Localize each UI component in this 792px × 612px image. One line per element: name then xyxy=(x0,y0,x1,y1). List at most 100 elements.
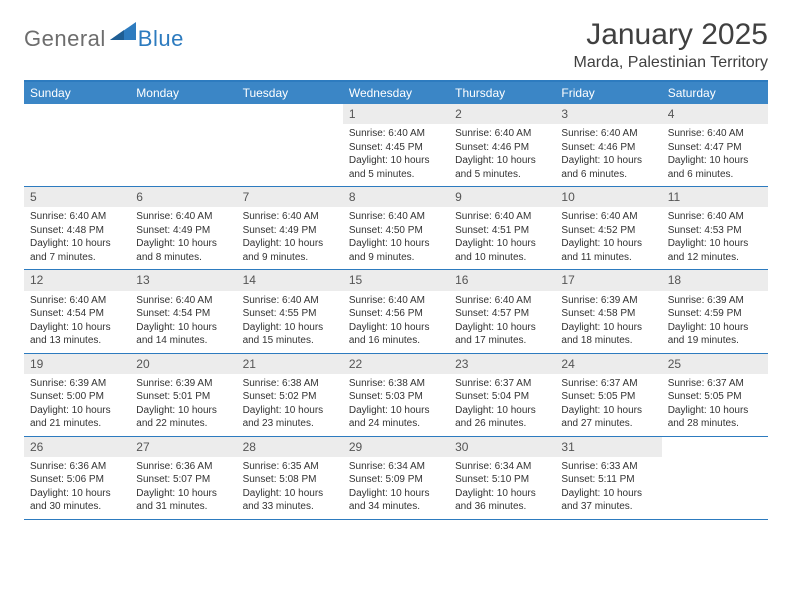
weekday-label: Tuesday xyxy=(237,82,343,104)
day-details: Sunrise: 6:39 AMSunset: 4:59 PMDaylight:… xyxy=(662,291,768,353)
sunset-line: Sunset: 4:53 PM xyxy=(668,224,762,238)
day-details: Sunrise: 6:40 AMSunset: 4:54 PMDaylight:… xyxy=(130,291,236,353)
sunset-line: Sunset: 4:47 PM xyxy=(668,141,762,155)
day-number: 27 xyxy=(130,437,236,457)
day-number: 26 xyxy=(24,437,130,457)
calendar-day: 5Sunrise: 6:40 AMSunset: 4:48 PMDaylight… xyxy=(24,187,130,269)
calendar-day: 20Sunrise: 6:39 AMSunset: 5:01 PMDayligh… xyxy=(130,354,236,436)
sunset-line: Sunset: 4:54 PM xyxy=(30,307,124,321)
sunset-line: Sunset: 4:54 PM xyxy=(136,307,230,321)
sunrise-line: Sunrise: 6:40 AM xyxy=(455,210,549,224)
day-number: 4 xyxy=(662,104,768,124)
sunset-line: Sunset: 4:51 PM xyxy=(455,224,549,238)
daylight-line: Daylight: 10 hours and 28 minutes. xyxy=(668,404,762,431)
sunset-line: Sunset: 4:50 PM xyxy=(349,224,443,238)
day-number: 31 xyxy=(555,437,661,457)
day-number: 15 xyxy=(343,270,449,290)
daylight-line: Daylight: 10 hours and 36 minutes. xyxy=(455,487,549,514)
day-details: Sunrise: 6:40 AMSunset: 4:53 PMDaylight:… xyxy=(662,207,768,269)
sunrise-line: Sunrise: 6:39 AM xyxy=(668,294,762,308)
sunrise-line: Sunrise: 6:40 AM xyxy=(349,127,443,141)
sunset-line: Sunset: 4:46 PM xyxy=(561,141,655,155)
daylight-line: Daylight: 10 hours and 5 minutes. xyxy=(455,154,549,181)
sunrise-line: Sunrise: 6:40 AM xyxy=(30,210,124,224)
calendar-day: 2 Sunrise: 6:40 AMSunset: 4:46 PMDaylight… xyxy=(449,104,555,186)
calendar-week: 19Sunrise: 6:39 AMSunset: 5:00 PMDayligh… xyxy=(24,354,768,437)
day-details: Sunrise: 6:39 AMSunset: 5:00 PMDaylight:… xyxy=(24,374,130,436)
logo-triangle-icon xyxy=(110,22,136,45)
day-details: Sunrise: 6:40 AMSunset: 4:48 PMDaylight:… xyxy=(24,207,130,269)
day-number: 21 xyxy=(237,354,343,374)
sunset-line: Sunset: 4:48 PM xyxy=(30,224,124,238)
sunrise-line: Sunrise: 6:40 AM xyxy=(243,210,337,224)
sunrise-line: Sunrise: 6:40 AM xyxy=(455,127,549,141)
calendar-day: 18Sunrise: 6:39 AMSunset: 4:59 PMDayligh… xyxy=(662,270,768,352)
daylight-line: Daylight: 10 hours and 23 minutes. xyxy=(243,404,337,431)
sunrise-line: Sunrise: 6:40 AM xyxy=(561,210,655,224)
day-details: Sunrise: 6:40 AMSunset: 4:54 PMDaylight:… xyxy=(24,291,130,353)
day-number: 5 xyxy=(24,187,130,207)
sunrise-line: Sunrise: 6:37 AM xyxy=(668,377,762,391)
calendar-day: 31Sunrise: 6:33 AMSunset: 5:11 PMDayligh… xyxy=(555,437,661,519)
calendar-day: 4Sunrise: 6:40 AMSunset: 4:47 PMDaylight… xyxy=(662,104,768,186)
day-details: Sunrise: 6:40 AMSunset: 4:57 PMDaylight:… xyxy=(449,291,555,353)
calendar-day: 15Sunrise: 6:40 AMSunset: 4:56 PMDayligh… xyxy=(343,270,449,352)
sunrise-line: Sunrise: 6:40 AM xyxy=(668,210,762,224)
calendar-day xyxy=(24,104,130,186)
daylight-line: Daylight: 10 hours and 27 minutes. xyxy=(561,404,655,431)
calendar-day: 12Sunrise: 6:40 AMSunset: 4:54 PMDayligh… xyxy=(24,270,130,352)
day-details: Sunrise: 6:37 AMSunset: 5:05 PMDaylight:… xyxy=(555,374,661,436)
calendar-day: 3Sunrise: 6:40 AMSunset: 4:46 PMDaylight… xyxy=(555,104,661,186)
daylight-line: Daylight: 10 hours and 10 minutes. xyxy=(455,237,549,264)
daylight-line: Daylight: 10 hours and 8 minutes. xyxy=(136,237,230,264)
brand-name-2: Blue xyxy=(138,26,184,52)
day-details: Sunrise: 6:37 AMSunset: 5:04 PMDaylight:… xyxy=(449,374,555,436)
sunrise-line: Sunrise: 6:38 AM xyxy=(243,377,337,391)
brand-name-1: General xyxy=(24,26,106,52)
calendar-day: 29Sunrise: 6:34 AMSunset: 5:09 PMDayligh… xyxy=(343,437,449,519)
calendar-week: 1Sunrise: 6:40 AMSunset: 4:45 PMDaylight… xyxy=(24,104,768,187)
sunrise-line: Sunrise: 6:40 AM xyxy=(349,210,443,224)
day-details: Sunrise: 6:40 AMSunset: 4:49 PMDaylight:… xyxy=(130,207,236,269)
sunset-line: Sunset: 4:57 PM xyxy=(455,307,549,321)
sunset-line: Sunset: 5:05 PM xyxy=(561,390,655,404)
daylight-line: Daylight: 10 hours and 11 minutes. xyxy=(561,237,655,264)
calendar-day: 26Sunrise: 6:36 AMSunset: 5:06 PMDayligh… xyxy=(24,437,130,519)
day-details: Sunrise: 6:40 AMSunset: 4:47 PMDaylight:… xyxy=(662,124,768,186)
day-number: 25 xyxy=(662,354,768,374)
calendar-day: 30Sunrise: 6:34 AMSunset: 5:10 PMDayligh… xyxy=(449,437,555,519)
calendar-day: 21Sunrise: 6:38 AMSunset: 5:02 PMDayligh… xyxy=(237,354,343,436)
day-number: 10 xyxy=(555,187,661,207)
sunrise-line: Sunrise: 6:34 AM xyxy=(349,460,443,474)
calendar-day: 9 Sunrise: 6:40 AMSunset: 4:51 PMDaylight… xyxy=(449,187,555,269)
day-number: 6 xyxy=(130,187,236,207)
day-details: Sunrise: 6:38 AMSunset: 5:02 PMDaylight:… xyxy=(237,374,343,436)
sunset-line: Sunset: 4:46 PM xyxy=(455,141,549,155)
weekday-label: Saturday xyxy=(662,82,768,104)
daylight-line: Daylight: 10 hours and 21 minutes. xyxy=(30,404,124,431)
day-details: Sunrise: 6:39 AMSunset: 5:01 PMDaylight:… xyxy=(130,374,236,436)
weekday-label: Wednesday xyxy=(343,82,449,104)
calendar: SundayMondayTuesdayWednesdayThursdayFrid… xyxy=(24,80,768,520)
sunset-line: Sunset: 5:04 PM xyxy=(455,390,549,404)
calendar-day: 7Sunrise: 6:40 AMSunset: 4:49 PMDaylight… xyxy=(237,187,343,269)
day-number: 30 xyxy=(449,437,555,457)
day-number: 9 xyxy=(449,187,555,207)
day-details: Sunrise: 6:33 AMSunset: 5:11 PMDaylight:… xyxy=(555,457,661,519)
day-number: 29 xyxy=(343,437,449,457)
day-number: 22 xyxy=(343,354,449,374)
calendar-day: 16Sunrise: 6:40 AMSunset: 4:57 PMDayligh… xyxy=(449,270,555,352)
sunrise-line: Sunrise: 6:38 AM xyxy=(349,377,443,391)
sunrise-line: Sunrise: 6:40 AM xyxy=(561,127,655,141)
daylight-line: Daylight: 10 hours and 17 minutes. xyxy=(455,321,549,348)
calendar-day xyxy=(237,104,343,186)
page-title: January 2025 xyxy=(574,18,768,52)
calendar-day: 25Sunrise: 6:37 AMSunset: 5:05 PMDayligh… xyxy=(662,354,768,436)
day-number: 23 xyxy=(449,354,555,374)
header: General Blue January 2025 Marda, Palesti… xyxy=(24,18,768,72)
day-number: 2 xyxy=(449,104,555,124)
calendar-day: 11Sunrise: 6:40 AMSunset: 4:53 PMDayligh… xyxy=(662,187,768,269)
day-details: Sunrise: 6:38 AMSunset: 5:03 PMDaylight:… xyxy=(343,374,449,436)
weekday-label: Monday xyxy=(130,82,236,104)
calendar-day: 10Sunrise: 6:40 AMSunset: 4:52 PMDayligh… xyxy=(555,187,661,269)
